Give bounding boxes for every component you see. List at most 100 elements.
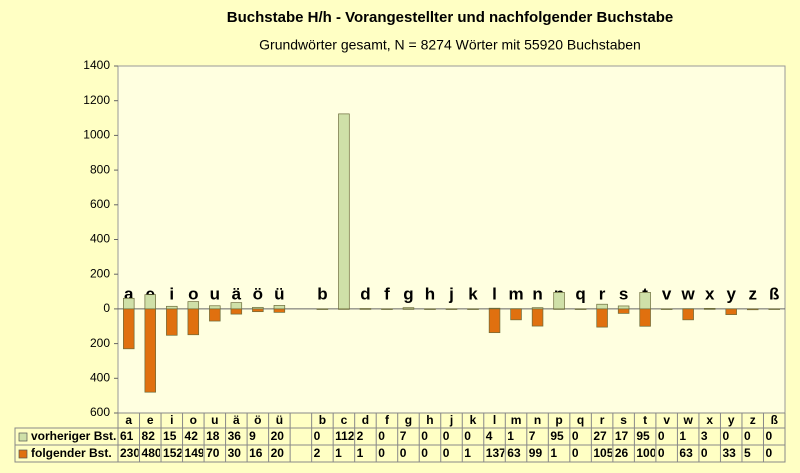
table-header: k: [470, 413, 477, 427]
bar: [510, 308, 522, 321]
bar: [445, 308, 458, 310]
table-cell: 3: [701, 429, 708, 443]
table-cell: 42: [185, 429, 199, 443]
y-tick-label: 200: [90, 336, 110, 350]
bar: [338, 308, 350, 310]
bar: [252, 308, 264, 313]
category-label: y: [726, 284, 736, 303]
table-cell: 63: [679, 446, 693, 460]
table-header: ä: [233, 413, 240, 427]
table-header: r: [600, 413, 605, 427]
bar: [639, 308, 651, 327]
table-header: ß: [771, 413, 778, 427]
bar: [639, 292, 651, 310]
y-tick-label: 600: [90, 197, 110, 211]
y-tick-label: 400: [90, 232, 110, 246]
table-cell: 0: [378, 446, 385, 460]
table-header: ö: [254, 413, 261, 427]
table-cell: 0: [421, 429, 428, 443]
category-label: f: [384, 284, 390, 303]
table-cell: 1: [679, 429, 686, 443]
table-header: n: [534, 413, 541, 427]
category-label: o: [188, 284, 198, 303]
bar: [682, 308, 694, 321]
table-cell: 95: [550, 429, 564, 443]
table-header: y: [728, 413, 735, 427]
table-cell: 9: [249, 429, 256, 443]
bar: [166, 308, 178, 336]
table-header: c: [341, 413, 348, 427]
bar: [596, 308, 608, 328]
category-label: l: [492, 284, 497, 303]
bar: [531, 308, 544, 327]
table-cell: 149: [185, 446, 205, 460]
y-tick-label: 600: [90, 405, 110, 419]
bar: [123, 308, 135, 350]
table-cell: 105: [593, 446, 613, 460]
table-cell: 7: [400, 429, 407, 443]
table-cell: 137: [486, 446, 506, 460]
table-header: w: [683, 413, 694, 427]
bar: [617, 308, 630, 314]
category-label: x: [705, 284, 715, 303]
bar: [338, 113, 350, 310]
category-label: ß: [769, 284, 779, 303]
category-label: z: [748, 284, 757, 303]
table-cell: 26: [615, 446, 629, 460]
y-tick-label: 200: [90, 266, 110, 280]
y-tick-label: 1200: [83, 93, 110, 107]
bar: [703, 308, 716, 310]
table-cell: 0: [765, 429, 772, 443]
table-cell: 99: [529, 446, 543, 460]
table-cell: 1: [335, 446, 342, 460]
category-label: k: [468, 284, 478, 303]
table-cell: 1124: [335, 429, 361, 443]
bar: [123, 297, 135, 310]
bar: [187, 301, 200, 310]
table-header: x: [706, 413, 713, 427]
bar: [316, 308, 329, 310]
bar: [596, 303, 608, 310]
table-cell: 1: [550, 446, 557, 460]
table-header: b: [319, 413, 326, 427]
y-tick-label: 1400: [83, 58, 110, 72]
table-cell: 33: [722, 446, 736, 460]
category-label: u: [210, 284, 220, 303]
category-label: n: [532, 284, 542, 303]
legend-swatch: [18, 449, 28, 459]
chart-title: Buchstabe H/h - Vorangestellter und nach…: [227, 9, 673, 26]
legend-label: folgender Bst.: [31, 446, 112, 460]
table-cell: 0: [658, 446, 665, 460]
category-label: q: [575, 284, 585, 303]
table-cell: 2: [314, 446, 321, 460]
table-cell: 0: [378, 429, 385, 443]
table-cell: 20: [271, 446, 285, 460]
table-header: z: [750, 413, 756, 427]
table-cell: 0: [658, 429, 665, 443]
y-tick-label: 1000: [83, 128, 110, 142]
bar: [230, 302, 243, 310]
table-header: l: [493, 413, 496, 427]
table-cell: 1: [464, 446, 471, 460]
legend-swatch: [18, 432, 28, 442]
bar: [209, 308, 221, 322]
table-header: a: [125, 413, 132, 427]
table-cell: 4: [486, 429, 493, 443]
table-header: h: [426, 413, 433, 427]
category-label: e: [146, 284, 155, 303]
table-cell: 1: [507, 429, 514, 443]
bar: [359, 308, 372, 310]
category-label: r: [599, 284, 606, 303]
table-cell: 152: [163, 446, 183, 460]
table-cell: 61: [120, 429, 134, 443]
y-tick-label: 0: [103, 301, 110, 315]
table-cell: 16: [249, 446, 263, 460]
bar: [467, 308, 479, 310]
bar: [768, 308, 780, 310]
category-label: a: [124, 284, 134, 303]
bar: [273, 305, 286, 310]
table-header: f: [385, 413, 390, 427]
table-header: s: [620, 413, 627, 427]
y-tick-label: 400: [90, 370, 110, 384]
